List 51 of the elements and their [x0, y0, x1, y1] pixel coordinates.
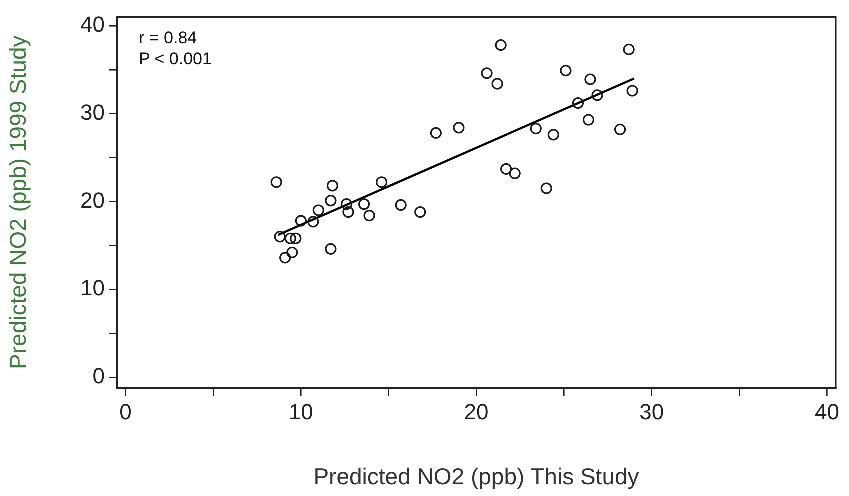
- point: [274, 231, 286, 243]
- point: [623, 44, 635, 56]
- point: [325, 195, 337, 207]
- point: [509, 168, 521, 180]
- point: [530, 122, 542, 135]
- point: [495, 40, 507, 52]
- point: [342, 206, 354, 218]
- point: [481, 68, 493, 80]
- point: [325, 243, 337, 255]
- x-tick-label: 40: [814, 399, 840, 424]
- point: [340, 198, 353, 210]
- point: [548, 129, 560, 141]
- point: [592, 90, 604, 102]
- point: [572, 98, 584, 110]
- point: [290, 232, 302, 244]
- annotation: P < 0.001: [139, 49, 212, 68]
- y-tick-label: 30: [80, 100, 105, 125]
- point: [584, 74, 596, 86]
- point: [308, 216, 320, 228]
- point: [295, 215, 307, 227]
- point: [312, 204, 324, 216]
- point: [326, 180, 338, 192]
- point: [286, 246, 298, 258]
- point: [500, 163, 512, 176]
- point: [376, 176, 388, 188]
- point: [430, 127, 442, 139]
- y-axis-title: Predicted NO2 (ppb) 1999 Study: [5, 35, 32, 370]
- point: [540, 182, 552, 194]
- point: [395, 199, 407, 212]
- point: [284, 232, 296, 244]
- point: [614, 124, 626, 136]
- point: [626, 85, 638, 97]
- point: [492, 78, 504, 90]
- point: [358, 198, 370, 210]
- point: [270, 176, 282, 188]
- annotation: r = 0.84: [139, 28, 198, 48]
- y-tick-label: 10: [80, 276, 105, 301]
- point: [414, 206, 426, 218]
- point: [582, 114, 595, 126]
- x-tick-label: 10: [288, 399, 314, 424]
- x-tick-label: 20: [464, 399, 489, 424]
- y-tick-label: 40: [80, 12, 105, 38]
- point: [280, 252, 292, 264]
- x-tick-label: 30: [640, 399, 664, 424]
- x-axis-title: Predicted NO2 (ppb) This Study: [314, 464, 640, 490]
- point: [364, 210, 376, 222]
- point: [453, 122, 465, 134]
- point: [560, 65, 572, 77]
- y-tick-label: 0: [92, 364, 105, 389]
- y-tick-label: 20: [80, 188, 105, 213]
- x-tick-label: 0: [120, 399, 132, 424]
